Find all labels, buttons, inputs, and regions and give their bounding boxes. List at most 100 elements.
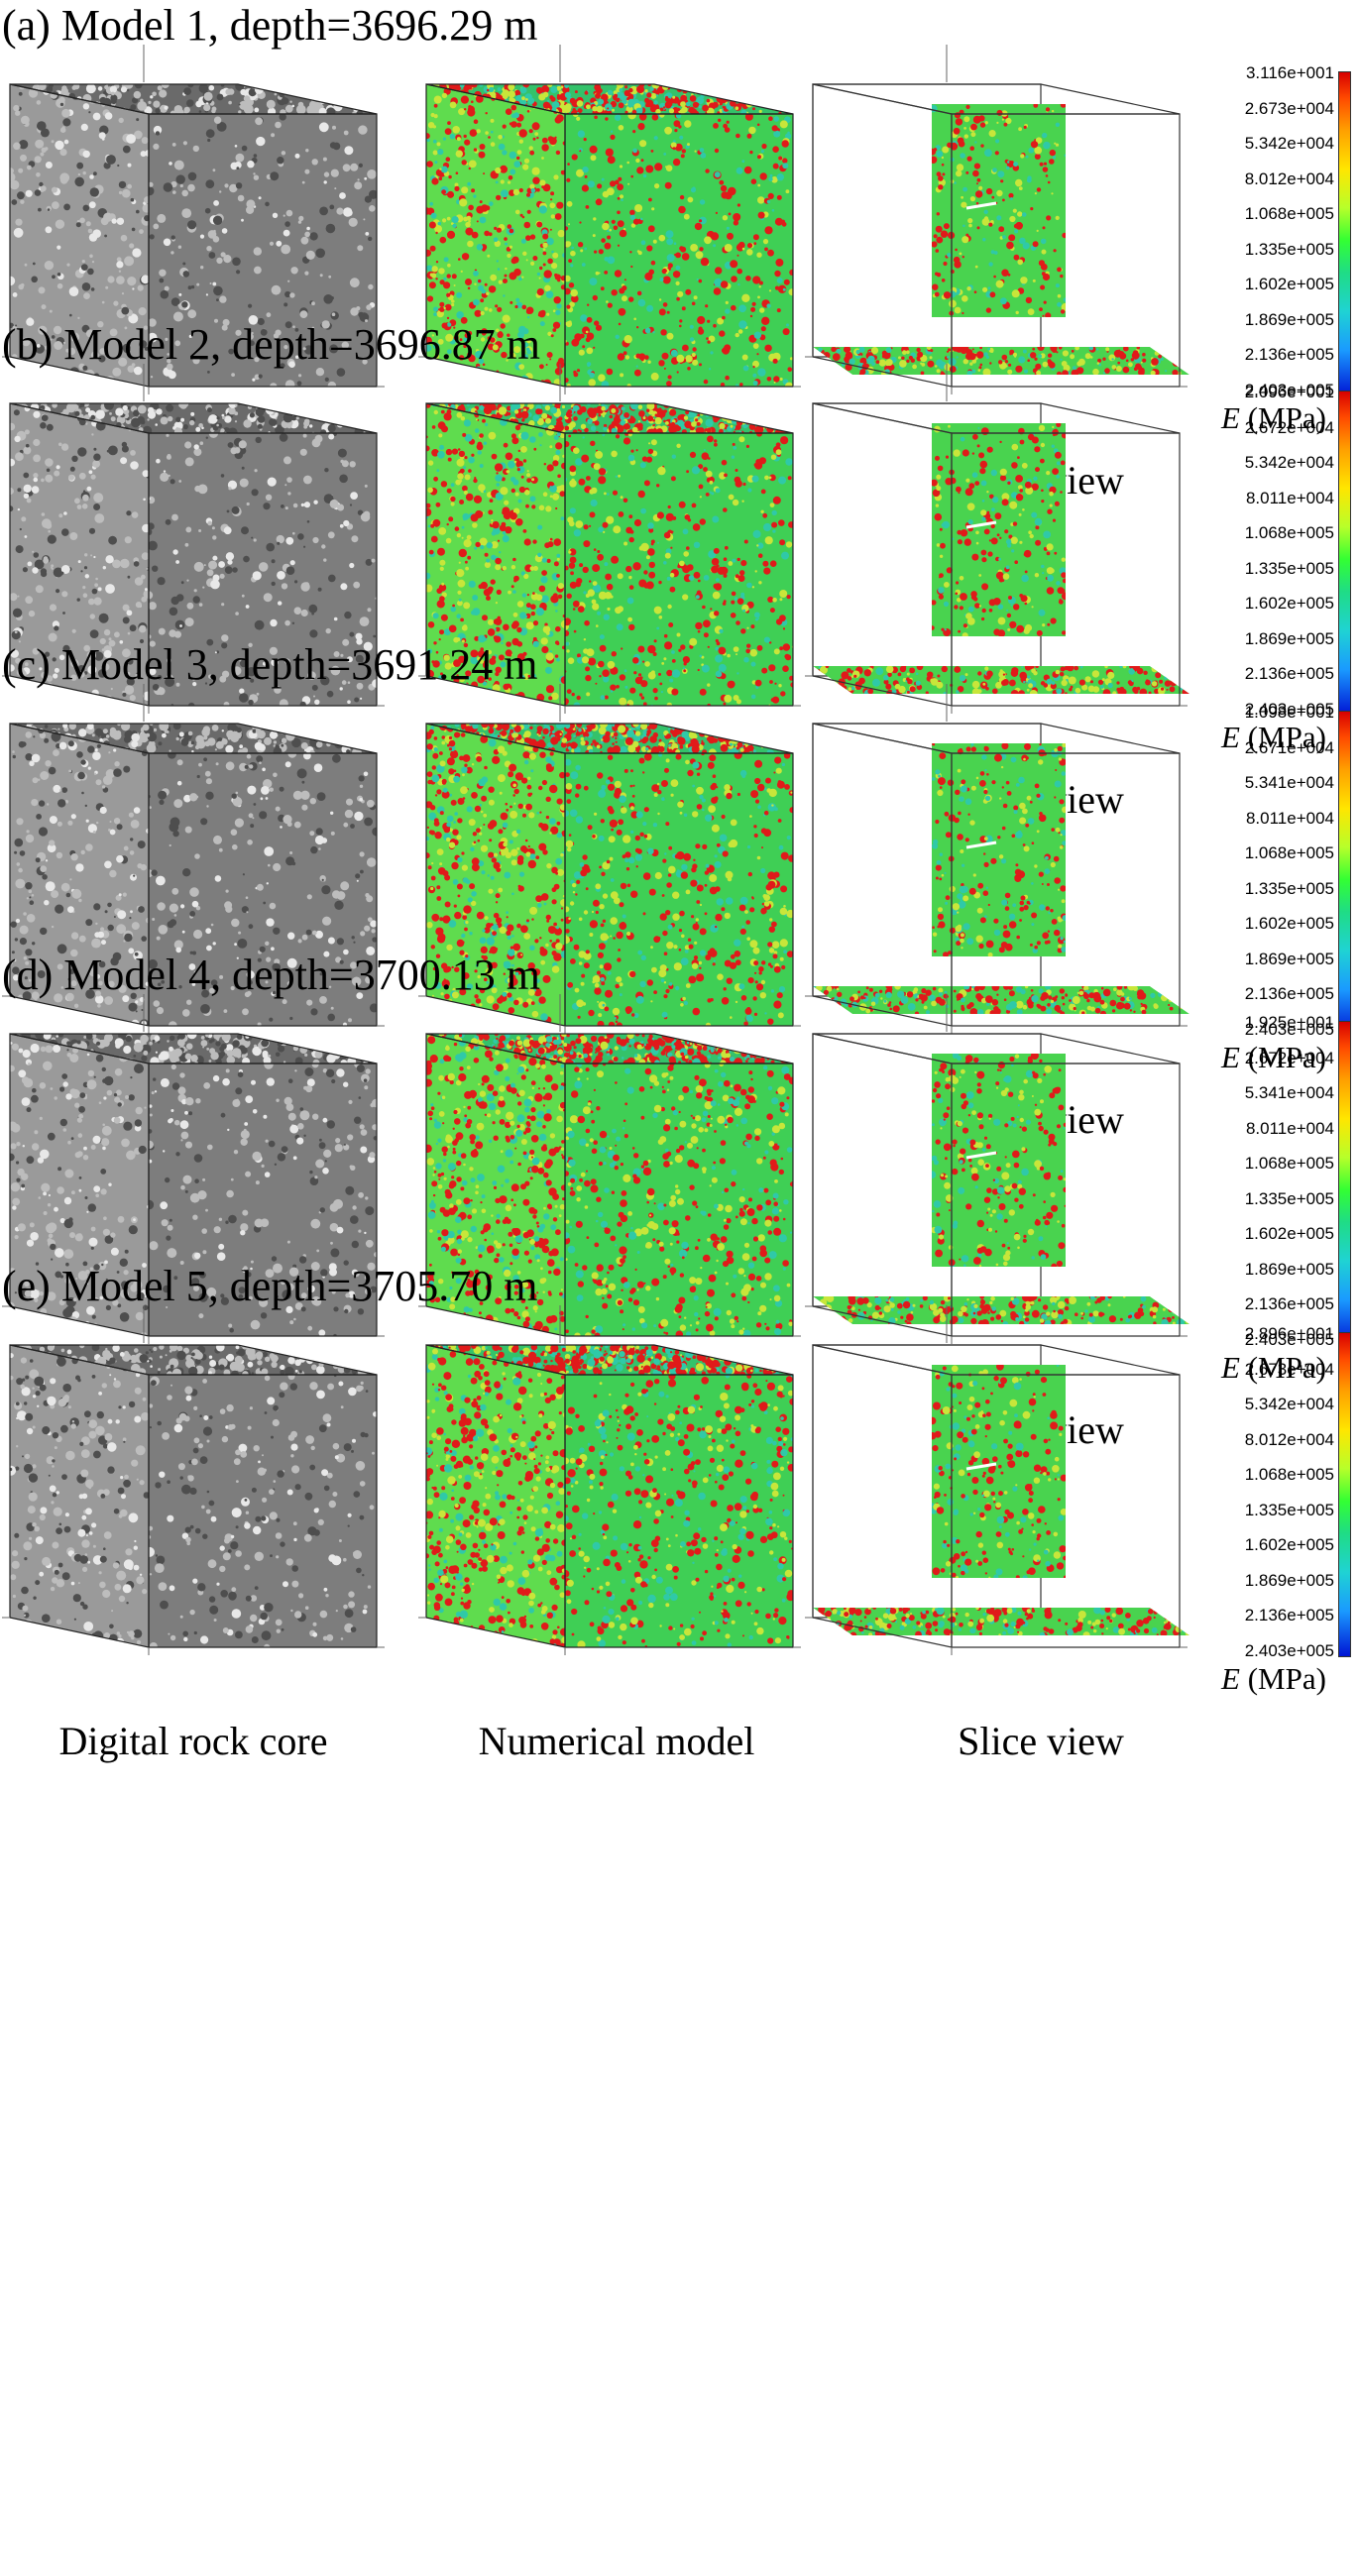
rock-face-left [10, 724, 149, 1026]
axis-ticks [2, 1305, 385, 1655]
colorbar-tick-label: 1.068e+005 [1244, 1465, 1334, 1484]
axis-ticks [2, 684, 385, 1034]
rock-face-front [149, 753, 377, 1026]
slice-view-image [805, 684, 1189, 1034]
model-face-front [565, 1375, 793, 1647]
colorbar: 1.925e+001 2.672e+004 5.341e+004 8.011e+004… [1221, 985, 1358, 1421]
slice-plane-horizontal [813, 1296, 1189, 1324]
slice-marker [965, 840, 997, 849]
colorbar-tick-label: 1.068e+005 [1244, 523, 1334, 542]
colorbar-tick-label: 8.011e+004 [1245, 808, 1334, 828]
colorbar-tick-label: 1.602e+005 [1244, 594, 1334, 613]
colorbar-tick-label: 1.869e+005 [1244, 628, 1334, 648]
model-face-left [426, 1034, 565, 1336]
colorbar-unit-text: (MPa) [1247, 1350, 1326, 1385]
colorbar-tick-label: 2.671e+004 [1244, 737, 1334, 757]
colorbar-tick-label: 2.672e+004 [1244, 417, 1334, 437]
panel-title: (b) Model 2, depth=3696.87 m [2, 320, 540, 369]
colorbar-unit-symbol: E [1221, 400, 1240, 435]
axis-ticks [805, 684, 1188, 1034]
colorbar-tick-label: 1.602e+005 [1244, 1224, 1334, 1243]
colorbar-unit-text: (MPa) [1247, 400, 1326, 435]
slice-plane-vertical [932, 1054, 1066, 1267]
numerical-model-image [418, 1305, 801, 1655]
axis-ticks [418, 684, 801, 1034]
colorbar-unit-symbol: E [1221, 1040, 1240, 1074]
slice-marker [965, 1151, 997, 1160]
model-face-front [565, 433, 793, 706]
colorbar-tick-label: 1.335e+005 [1244, 878, 1334, 898]
colorbar-tick-label: 1.602e+005 [1244, 914, 1334, 933]
colorbar-tick-label: 1.869e+005 [1244, 949, 1334, 968]
panel-title: (c) Model 3, depth=3691.24 m [2, 640, 538, 689]
colorbar-tick-label: 2.136e+005 [1244, 1606, 1334, 1624]
axis-ticks [418, 994, 801, 1344]
colorbar-tick-label: 5.341e+004 [1244, 1083, 1334, 1102]
colorbar: 3.116e+001 2.673e+004 5.342e+004 8.012e+004… [1221, 36, 1358, 472]
numerical-model-image [418, 364, 801, 714]
axis-ticks [805, 1305, 1188, 1655]
slice-marker [965, 201, 997, 210]
axis-ticks [418, 364, 801, 714]
model-face-left [426, 1345, 565, 1647]
axis-ticks [2, 45, 385, 394]
slice-view-image [805, 1305, 1189, 1655]
numerical-model-image [418, 45, 801, 394]
axis-ticks [2, 364, 385, 714]
digital-rock-core-image [2, 994, 385, 1344]
colorbar-tick-label: 1.068e+005 [1244, 843, 1334, 862]
model-face-front [565, 753, 793, 1026]
colorbar-tick-label: 8.011e+004 [1245, 1118, 1334, 1138]
colorbar-tick-label: 1.335e+005 [1244, 558, 1334, 578]
axis-ticks [805, 45, 1188, 394]
colorbar-tick-label: 1.602e+005 [1244, 1535, 1334, 1554]
slice-marker [965, 1462, 997, 1471]
colorbar-unit: E (MPa) [1221, 1350, 1326, 1386]
colorbar-tick-label: 1.869e+005 [1244, 1570, 1334, 1590]
axis-ticks [418, 45, 801, 394]
slice-plane-horizontal [813, 347, 1189, 375]
colorbar-tick-label: 1.335e+005 [1244, 1500, 1334, 1519]
colorbar-tick-label: 1.335e+005 [1244, 1188, 1334, 1208]
rock-face-left [10, 1345, 149, 1647]
colorbar-gradient [1338, 1332, 1351, 1657]
colorbar-tick-label: 2.896e+001 [1244, 1324, 1334, 1343]
colorbar-tick-label: 2.403e+005 [1244, 1640, 1334, 1660]
slice-view-image [805, 45, 1189, 394]
slice-plane-vertical [932, 1365, 1066, 1578]
rock-face-front [149, 114, 377, 387]
slice-plane-horizontal [813, 666, 1189, 694]
slice-marker [965, 520, 997, 529]
colorbar-tick-label: 3.116e+001 [1245, 63, 1334, 82]
colorbar-tick-label: 2.096e+001 [1244, 383, 1334, 401]
colorbar-tick-label: 2.136e+005 [1244, 664, 1334, 683]
colorbar-tick-label: 5.342e+004 [1244, 1395, 1334, 1413]
colorbar-tick-label: 2.403e+005 [1244, 1019, 1334, 1039]
colorbar-tick-label: 1.068e+005 [1244, 1154, 1334, 1173]
slice-view-image [805, 364, 1189, 714]
colorbar-tick-label: 5.341e+004 [1244, 773, 1334, 792]
colorbar-tick-label: 8.012e+004 [1244, 1429, 1334, 1449]
colorbar-tick-label: 1.869e+005 [1244, 309, 1334, 329]
colorbar-unit: E (MPa) [1221, 720, 1326, 755]
colorbar-tick-label: 1.335e+005 [1244, 239, 1334, 259]
rock-face-front [149, 433, 377, 706]
caption-slice: Slice view [958, 1719, 1124, 1763]
digital-rock-core-image [2, 684, 385, 1034]
colorbar-tick-label: 2.136e+005 [1244, 345, 1334, 364]
rock-face-left [10, 403, 149, 706]
colorbar: 1.098e+001 2.671e+004 5.341e+004 8.011e+004… [1221, 675, 1358, 1111]
panel-title: (d) Model 4, depth=3700.13 m [2, 951, 540, 999]
colorbar-tick-label: 1.602e+005 [1244, 275, 1334, 293]
axis-ticks [2, 994, 385, 1344]
colorbar-tick-label: 2.136e+005 [1244, 984, 1334, 1003]
colorbar-unit-symbol: E [1221, 1350, 1240, 1385]
caption-rock: Digital rock core [58, 1719, 328, 1763]
rock-face-front [149, 1375, 377, 1647]
panel-5: (e) Model 5, depth=3705.70 m Digital rock… [0, 1261, 1358, 1796]
panel-title: (a) Model 1, depth=3696.29 m [2, 1, 538, 50]
digital-rock-core-image [2, 45, 385, 394]
colorbar-unit: E (MPa) [1221, 1661, 1326, 1697]
